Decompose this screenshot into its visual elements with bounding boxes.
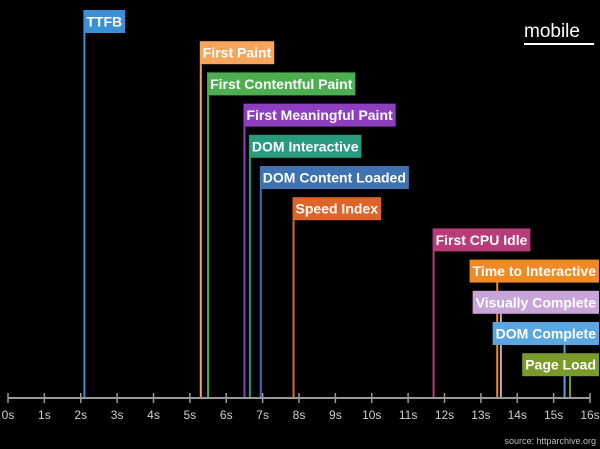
milestones-layer: TTFB First Paint First Contentful Paint Fir…	[83, 10, 599, 398]
x-tick-label: 2s	[74, 408, 87, 422]
milestone: DOM Content Loaded	[259, 166, 409, 398]
x-tick-label: 1s	[38, 408, 51, 422]
milestone-label: Page Load	[525, 357, 596, 373]
milestone-label-box	[292, 197, 382, 221]
milestone: DOM Interactive	[248, 134, 362, 398]
x-tick-label: 3s	[111, 408, 124, 422]
x-tick-label: 12s	[435, 408, 454, 422]
milestone: Page Load	[522, 353, 599, 398]
milestone-label-box	[522, 353, 599, 377]
milestone: TTFB	[83, 10, 126, 398]
milestone-label: First CPU Idle	[436, 232, 528, 248]
milestone-label-box	[259, 166, 409, 189]
x-tick-label: 13s	[471, 408, 490, 422]
milestone-label: TTFB	[86, 14, 122, 30]
milestone-label-box	[207, 72, 356, 96]
milestone: DOM Complete	[492, 322, 599, 398]
milestone: Time to Interactive	[469, 259, 599, 398]
x-tick-label: 9s	[329, 408, 342, 422]
chart-title: mobile	[524, 21, 580, 42]
x-tick-label: 6s	[220, 408, 233, 422]
milestone-label: DOM Content Loaded	[263, 170, 406, 186]
milestone-label-box	[243, 103, 396, 127]
milestone: First Contentful Paint	[207, 72, 356, 398]
x-tick-label: 7s	[256, 408, 269, 422]
milestone-label-box	[199, 41, 275, 65]
milestone: First Meaningful Paint	[243, 103, 396, 398]
milestone-label: First Meaningful Paint	[246, 107, 393, 123]
x-axis: 0s 1s 2s 3s 4s 5s 6s 7s 8s 9s 10s 11s 12s 13s 14s 15s 16…	[2, 393, 600, 422]
milestone-label: First Paint	[203, 45, 272, 61]
milestone: First CPU Idle	[432, 228, 531, 398]
x-tick-label: 15s	[544, 408, 563, 422]
milestone-label-box	[432, 228, 531, 252]
x-tick-label: 14s	[508, 408, 527, 422]
milestone-label-box	[469, 259, 599, 283]
milestone-label-box	[492, 322, 599, 345]
x-tick-label: 11s	[399, 408, 417, 422]
x-tick-label: 8s	[293, 408, 306, 422]
milestone-label: DOM Complete	[496, 326, 597, 342]
milestone-label: Speed Index	[296, 201, 379, 217]
x-tick-label: 10s	[362, 408, 381, 422]
milestone-label: Visually Complete	[476, 294, 597, 310]
x-tick-label: 4s	[147, 408, 160, 422]
milestone-label: First Contentful Paint	[210, 76, 353, 92]
milestone-label-box	[83, 10, 126, 33]
x-tick-label: 5s	[184, 408, 197, 422]
source-note: source: httparchive.org	[504, 436, 596, 446]
x-tick-label: 16s	[580, 408, 599, 422]
milestone-label-box	[472, 290, 599, 314]
milestone: First Paint	[199, 41, 275, 398]
milestone: Speed Index	[292, 197, 382, 398]
milestone-label: DOM Interactive	[252, 138, 359, 154]
title-underline	[524, 43, 594, 45]
x-tick-label: 0s	[2, 408, 15, 422]
milestone-label-box	[248, 134, 362, 158]
milestone-label: Time to Interactive	[473, 263, 597, 279]
